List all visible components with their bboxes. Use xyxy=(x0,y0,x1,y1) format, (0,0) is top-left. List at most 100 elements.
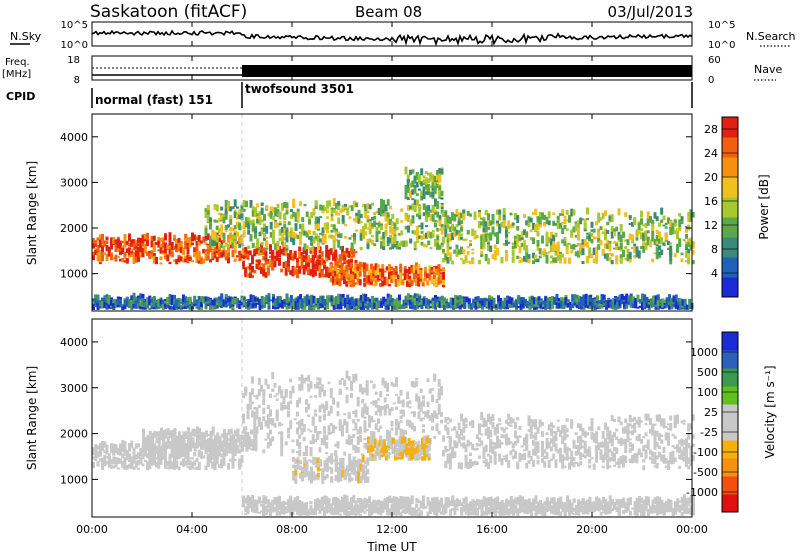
echo-cell xyxy=(314,200,318,206)
echo-cell xyxy=(153,430,157,437)
echo-cell xyxy=(587,295,590,303)
echo-cell xyxy=(343,379,347,387)
echo-cell xyxy=(685,234,688,239)
echo-cell xyxy=(213,250,217,256)
echo-cell xyxy=(197,251,201,259)
echo-cell xyxy=(471,248,475,251)
echo-cell xyxy=(404,430,407,435)
echo-cell xyxy=(372,273,376,276)
echo-cell xyxy=(116,245,120,248)
echo-cell xyxy=(262,449,266,454)
echo-cell xyxy=(142,443,145,446)
echo-cell xyxy=(572,243,576,250)
echo-cell xyxy=(260,267,263,271)
echo-cell xyxy=(188,296,192,305)
echo-cell xyxy=(157,299,161,307)
echo-cell xyxy=(373,220,377,228)
echo-cell xyxy=(363,267,367,276)
echo-cell xyxy=(164,233,167,241)
echo-cell xyxy=(353,300,356,307)
echo-cell xyxy=(343,254,347,260)
echo-cell xyxy=(123,234,127,241)
echo-cell xyxy=(416,199,419,206)
echo-cell xyxy=(123,260,127,263)
echo-cell xyxy=(299,224,302,230)
echo-cell xyxy=(112,237,116,244)
echo-cell xyxy=(222,455,226,460)
echo-cell xyxy=(691,260,695,265)
echo-cell xyxy=(402,243,406,247)
echo-cell xyxy=(404,304,408,308)
echo-cell xyxy=(184,241,188,249)
echo-cell xyxy=(209,432,213,439)
echo-cell xyxy=(359,426,362,434)
echo-cell xyxy=(377,405,380,408)
echo-cell xyxy=(429,232,433,239)
echo-cell xyxy=(260,295,264,304)
echo-cell xyxy=(310,294,314,302)
echo-cell xyxy=(440,227,444,235)
echo-cell xyxy=(686,307,689,310)
echo-cell xyxy=(251,242,255,248)
echo-cell xyxy=(162,431,166,440)
echo-cell xyxy=(213,247,217,252)
echo-cell xyxy=(296,421,299,425)
echo-cell xyxy=(472,304,476,308)
echo-cell xyxy=(206,464,210,467)
echo-cell xyxy=(350,234,354,238)
echo-cell xyxy=(325,443,329,446)
echo-cell xyxy=(296,269,299,277)
echo-cell xyxy=(290,295,293,304)
echo-cell xyxy=(525,231,529,238)
echo-cell xyxy=(559,254,562,261)
echo-cell xyxy=(263,303,266,308)
echo-cell xyxy=(345,280,349,287)
echo-cell xyxy=(375,302,379,310)
echo-cell xyxy=(406,272,409,281)
echo-cell xyxy=(296,258,299,263)
echo-cell xyxy=(314,300,318,308)
echo-cell xyxy=(103,460,107,466)
echo-cell xyxy=(303,204,307,207)
echo-cell xyxy=(164,429,168,435)
echo-cell xyxy=(410,411,414,414)
echo-cell xyxy=(251,429,254,433)
echo-cell xyxy=(433,186,437,195)
echo-cell xyxy=(155,461,158,468)
echo-cell xyxy=(336,277,340,286)
echo-cell xyxy=(411,295,415,303)
echo-cell xyxy=(225,435,229,440)
echo-cell xyxy=(302,265,306,269)
echo-cell xyxy=(399,400,403,404)
echo-cell xyxy=(350,438,353,445)
echo-cell xyxy=(627,301,631,304)
echo-cell xyxy=(338,419,342,425)
echo-cell xyxy=(482,227,486,233)
echo-cell xyxy=(449,305,453,308)
echo-cell xyxy=(418,296,422,303)
echo-cell xyxy=(184,305,188,309)
echo-cell xyxy=(424,277,427,282)
echo-cell xyxy=(273,385,277,388)
echo-cell xyxy=(112,458,116,465)
echo-cell xyxy=(300,418,304,427)
echo-cell xyxy=(94,298,98,305)
echo-cell xyxy=(188,457,192,460)
echo-cell xyxy=(245,217,248,224)
echo-cell xyxy=(211,306,215,310)
echo-cell xyxy=(200,240,203,244)
echo-cell xyxy=(255,414,259,420)
echo-cell xyxy=(139,299,143,302)
echo-cell xyxy=(218,439,222,443)
echo-cell xyxy=(438,301,442,306)
echo-cell xyxy=(344,206,347,209)
echo-cell xyxy=(397,281,400,286)
echo-cell xyxy=(110,300,113,305)
echo-cell xyxy=(389,247,392,250)
echo-cell xyxy=(326,209,329,214)
echo-cell xyxy=(501,304,505,308)
echo-cell xyxy=(96,302,100,310)
echo-cell xyxy=(150,303,154,306)
echo-cell xyxy=(420,191,424,197)
echo-cell xyxy=(343,413,347,416)
